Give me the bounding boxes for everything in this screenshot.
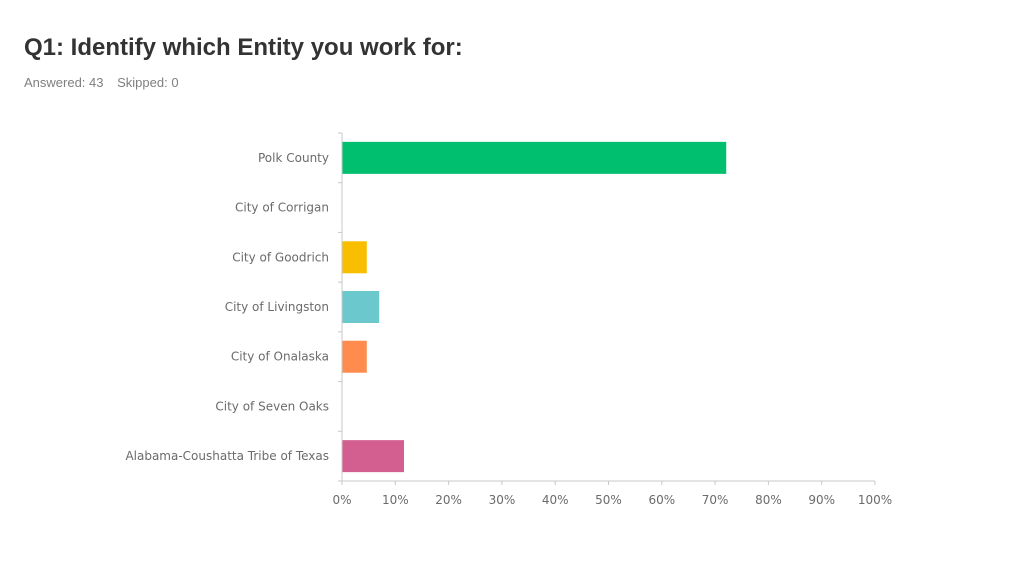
bar xyxy=(342,141,727,174)
category-label: Alabama-Coushatta Tribe of Texas xyxy=(125,449,329,463)
labels-group: Polk County City of Corrigan City of Goodr… xyxy=(125,151,892,507)
answered-count: Answered: 43 xyxy=(24,75,104,90)
response-summary: Answered: 43 Skipped: 0 xyxy=(24,75,179,90)
x-tick-label: 90% xyxy=(808,493,835,507)
x-tick-label: 20% xyxy=(435,493,462,507)
category-label: City of Goodrich xyxy=(232,250,329,264)
category-label: City of Corrigan xyxy=(235,201,329,215)
x-tick-label: 40% xyxy=(542,493,569,507)
x-tick-label: 100% xyxy=(858,493,892,507)
bar xyxy=(342,241,367,274)
x-tick-label: 0% xyxy=(332,493,351,507)
x-tick-label: 80% xyxy=(755,493,782,507)
category-label: City of Onalaska xyxy=(231,350,329,364)
bar xyxy=(342,291,380,323)
x-tick-label: 70% xyxy=(702,493,729,507)
category-label: City of Seven Oaks xyxy=(215,399,329,413)
skipped-count: Skipped: 0 xyxy=(117,75,179,90)
chart-title: Q1: Identify which Entity you work for: xyxy=(24,34,463,61)
x-tick-label: 60% xyxy=(648,493,675,507)
category-label: Polk County xyxy=(258,151,329,165)
x-tick-label: 10% xyxy=(382,493,409,507)
bars-group xyxy=(342,141,727,473)
category-label: City of Livingston xyxy=(225,300,329,314)
bar xyxy=(342,440,404,473)
x-tick-label: 50% xyxy=(595,493,622,507)
x-tick-label: 30% xyxy=(489,493,516,507)
bar xyxy=(342,340,367,373)
axes-group xyxy=(338,132,876,485)
